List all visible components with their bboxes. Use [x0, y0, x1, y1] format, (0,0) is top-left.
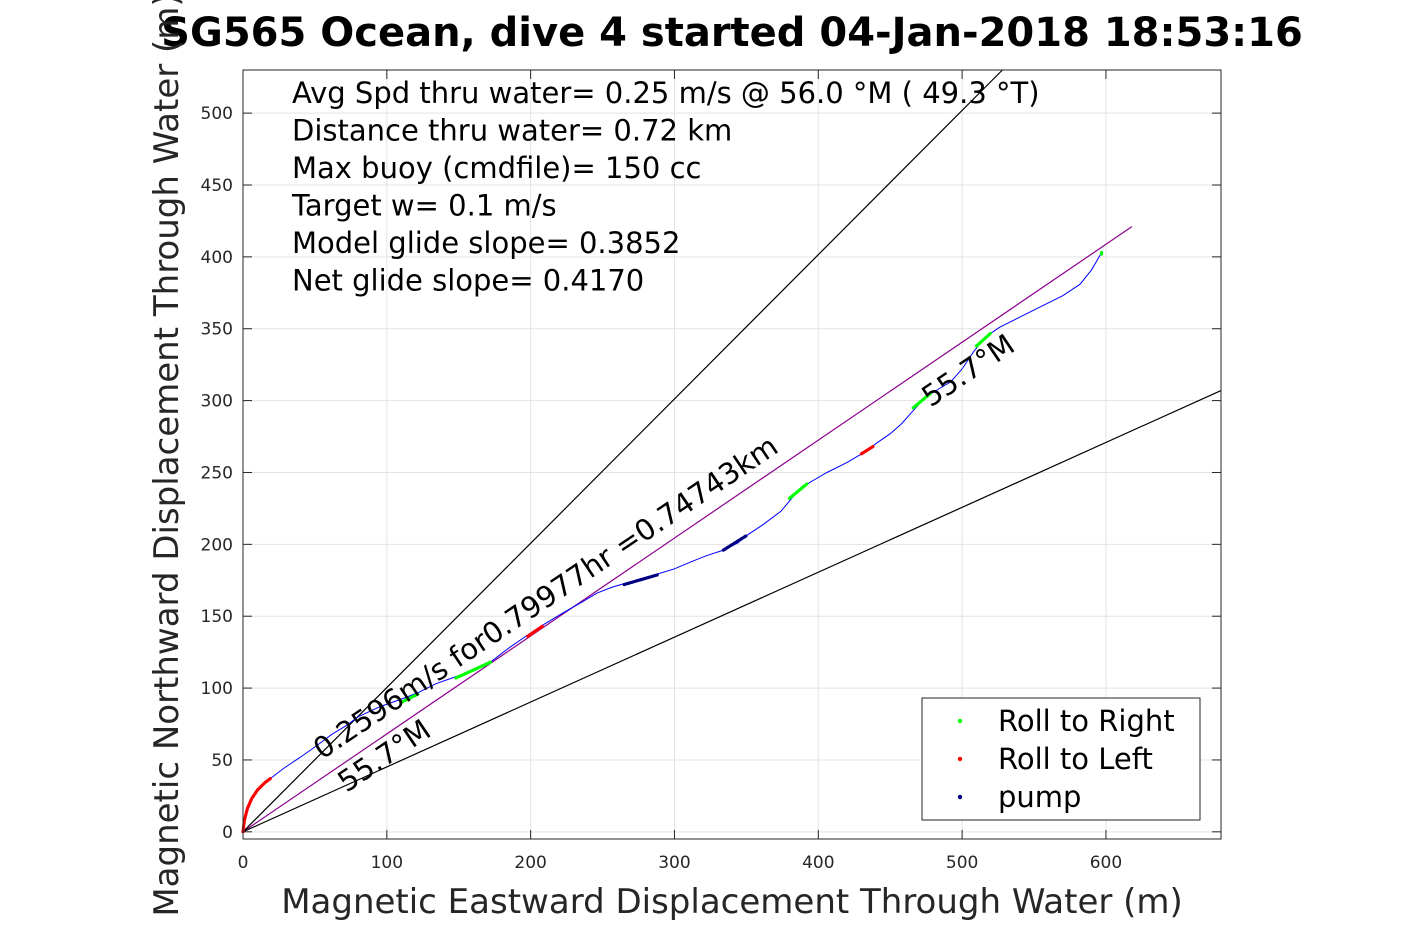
track-lines	[242, 252, 1103, 832]
roll-and-pump-markers	[241, 250, 1104, 834]
plot-frame	[242, 69, 1222, 840]
roll-to-right-marker-segment	[787, 482, 809, 500]
legend-label: Roll to Left	[998, 742, 1153, 776]
roll-to-right-marker-segment	[974, 331, 993, 348]
legend-marker	[957, 794, 963, 800]
legend-label: Roll to Right	[998, 704, 1175, 738]
axis-ticks: 0 100 200 300 400 500 600 0 50 100 150 200 250 300 350…	[201, 70, 1221, 873]
info-text-line: Distance thru water= 0.72 km	[292, 114, 732, 148]
roll-to-right-marker-segment	[399, 692, 421, 705]
y-tick-label: 150	[201, 607, 233, 627]
legend: Roll to Right Roll to Left pump	[921, 697, 1201, 821]
y-tick-label: 500	[201, 104, 233, 124]
pump-marker-segment	[721, 534, 749, 552]
legend-label: pump	[998, 780, 1081, 814]
roll-to-left-marker-segment	[241, 776, 272, 834]
legend-box	[921, 697, 1201, 821]
x-tick-label: 100	[371, 853, 403, 873]
roll-to-left-marker-segment	[859, 445, 875, 456]
y-axis-label: Magnetic Northward Displacement Through …	[147, 0, 187, 917]
info-text-line: Target w= 0.1 m/s	[291, 189, 557, 223]
y-tick-label: 400	[201, 248, 233, 268]
legend-marker	[957, 718, 963, 724]
reference-line-0	[242, 226, 1133, 833]
reference-line-2	[242, 389, 1222, 833]
y-tick-label: 200	[201, 535, 233, 555]
y-tick-label: 0	[222, 823, 233, 843]
y-tick-label: 350	[201, 320, 233, 340]
roll-to-right-marker-segment	[454, 660, 492, 680]
chart-title: SG565 Ocean, dive 4 started 04-Jan-2018 …	[161, 10, 1303, 56]
y-tick-label: 450	[201, 176, 233, 196]
grid-lines	[242, 70, 1221, 839]
y-tick-label: 250	[201, 463, 233, 483]
x-axis-label: Magnetic Eastward Displacement Through W…	[281, 882, 1183, 922]
roll-to-right-marker-segment	[911, 391, 933, 410]
reference-lines	[242, 69, 1222, 833]
line-annotation: 0.2596m/s for0.79977hr =0.74743km	[307, 429, 784, 766]
x-tick-label: 400	[802, 853, 834, 873]
x-tick-label: 0	[238, 853, 249, 873]
x-tick-label: 500	[946, 853, 978, 873]
info-text-line: Model glide slope= 0.3852	[292, 226, 680, 260]
legend-marker	[957, 756, 963, 762]
pump-marker-segment	[622, 572, 661, 587]
info-text-line: Net glide slope= 0.4170	[292, 264, 644, 298]
info-annotations: Avg Spd thru water= 0.25 m/s @ 56.0 °M (…	[291, 76, 1040, 799]
reference-line-1	[242, 69, 1003, 833]
roll-to-left-marker-segment	[526, 624, 544, 638]
x-tick-label: 300	[658, 853, 690, 873]
y-tick-label: 300	[201, 392, 233, 412]
info-text-line: Max buoy (cmdfile)= 150 cc	[292, 151, 701, 185]
glider-track-line	[242, 252, 1103, 832]
x-tick-label: 600	[1090, 853, 1122, 873]
y-tick-label: 50	[211, 751, 233, 771]
y-tick-label: 100	[201, 679, 233, 699]
info-text-line: Avg Spd thru water= 0.25 m/s @ 56.0 °M (…	[292, 76, 1040, 110]
x-tick-label: 200	[514, 853, 546, 873]
